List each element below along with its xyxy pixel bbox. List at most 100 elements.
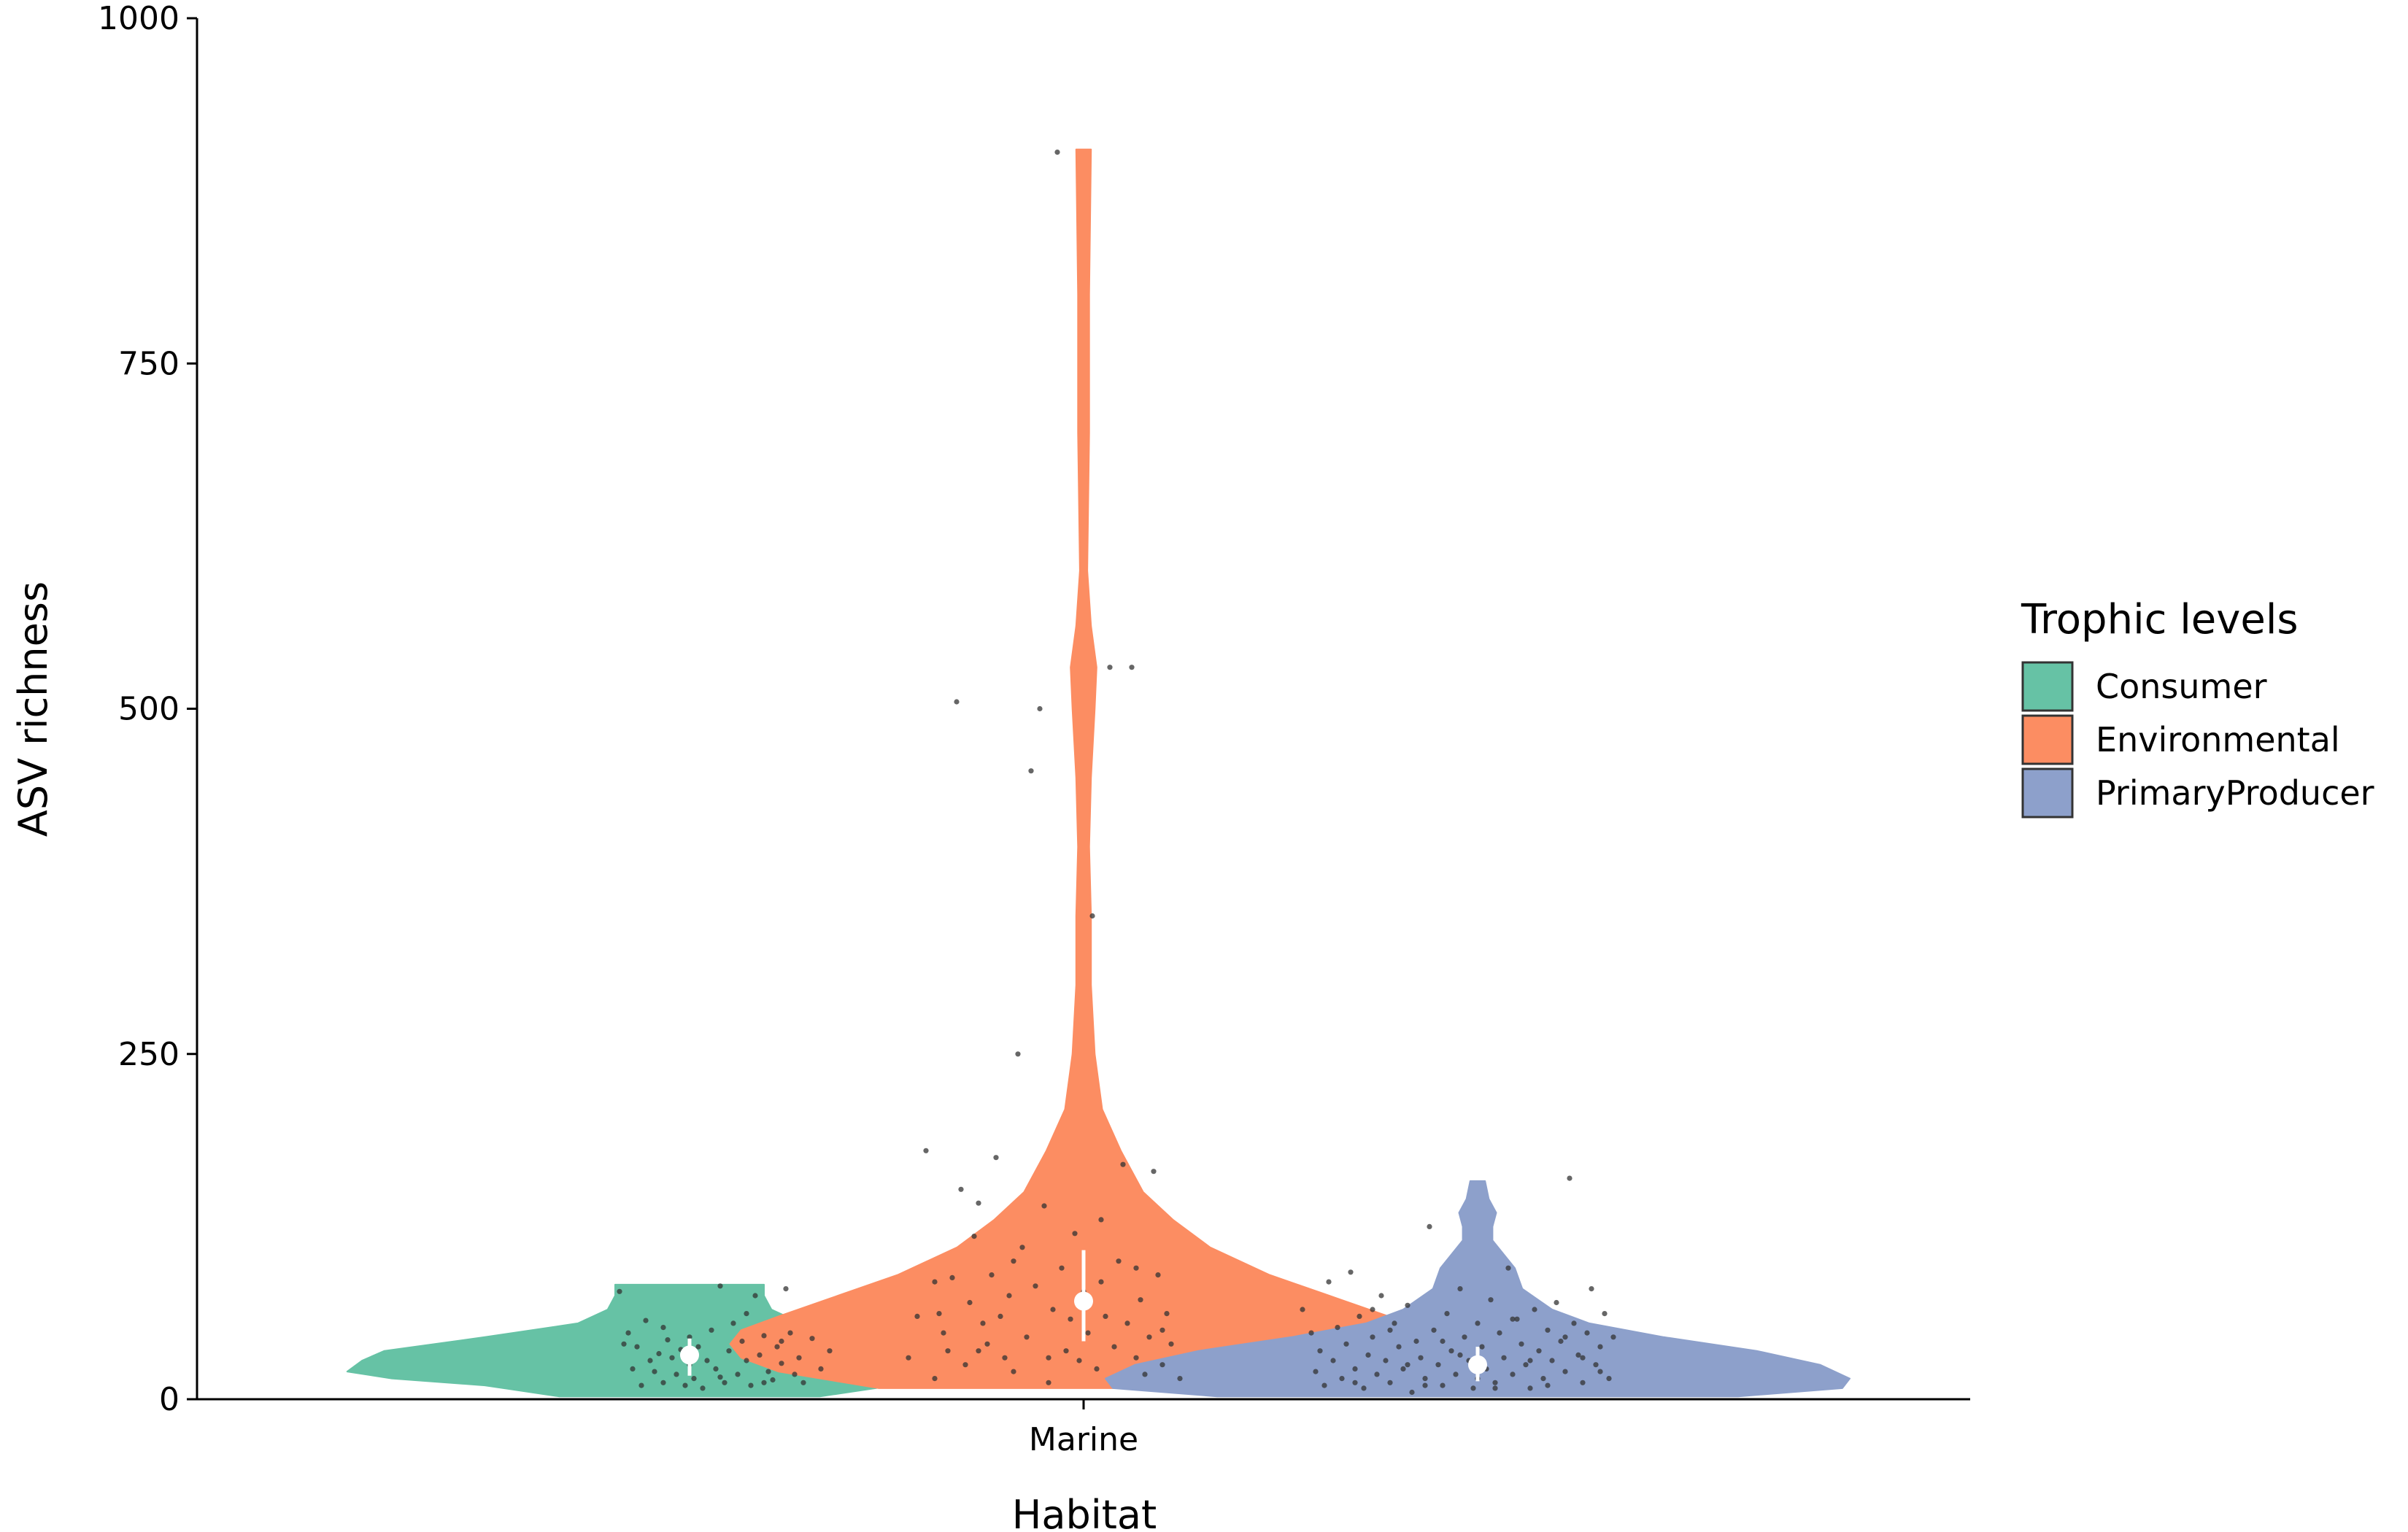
point-primaryproducer (1330, 1358, 1336, 1363)
point-primaryproducer (1378, 1293, 1384, 1299)
point-primaryproducer (1602, 1311, 1608, 1317)
point-consumer (792, 1372, 798, 1377)
y-tick-label: 0 (159, 1381, 180, 1418)
point-environmental (1063, 1348, 1069, 1354)
point-consumer (621, 1341, 627, 1347)
point-consumer (669, 1355, 675, 1361)
point-primaryproducer (1479, 1344, 1485, 1350)
point-consumer (643, 1318, 649, 1323)
point-environmental (1072, 1231, 1078, 1237)
legend-label-environmental: Environmental (2096, 720, 2340, 759)
point-primaryproducer (1422, 1376, 1428, 1382)
point-environmental (984, 1341, 990, 1347)
point-consumer (687, 1334, 692, 1340)
point-environmental (1155, 1272, 1161, 1278)
point-environmental (954, 699, 960, 705)
point-consumer (625, 1330, 631, 1336)
point-primaryproducer (1527, 1385, 1533, 1391)
legend: Trophic levels Consumer Environmental Prim… (2021, 596, 2374, 819)
point-consumer (818, 1366, 824, 1372)
point-primaryproducer (1444, 1311, 1450, 1317)
point-environmental (1107, 665, 1113, 670)
point-primaryproducer (1313, 1369, 1319, 1374)
point-consumer (730, 1320, 736, 1326)
point-primaryproducer (1518, 1341, 1524, 1347)
point-environmental (976, 1348, 981, 1354)
point-primaryproducer (1348, 1269, 1354, 1275)
jitter-points-layer (617, 150, 1616, 1396)
legend-key-consumer (2021, 661, 2074, 712)
point-consumer (735, 1372, 741, 1377)
point-consumer (800, 1380, 806, 1385)
point-environmental (976, 1200, 981, 1206)
point-primaryproducer (1383, 1358, 1389, 1363)
point-environmental (1164, 1311, 1170, 1317)
point-primaryproducer (1317, 1348, 1323, 1354)
point-environmental (1094, 1366, 1100, 1372)
point-primaryproducer (1300, 1307, 1305, 1312)
point-environmental (1142, 1372, 1148, 1377)
point-consumer (796, 1355, 802, 1361)
point-primaryproducer (1562, 1369, 1568, 1374)
point-environmental (993, 1155, 999, 1161)
point-environmental (1151, 1169, 1157, 1175)
y-tick-label: 1000 (98, 0, 180, 37)
point-primaryproducer (1409, 1389, 1415, 1396)
point-primaryproducer (1352, 1366, 1358, 1372)
point-environmental (1028, 768, 1034, 774)
point-primaryproducer (1448, 1348, 1454, 1354)
point-consumer (647, 1358, 653, 1363)
point-consumer (787, 1330, 793, 1336)
point-primaryproducer (1492, 1385, 1498, 1391)
point-consumer (660, 1325, 666, 1331)
point-environmental (1120, 1161, 1126, 1167)
point-consumer (713, 1366, 719, 1372)
point-primaryproducer (1527, 1358, 1533, 1363)
point-primaryproducer (1343, 1341, 1349, 1347)
point-primaryproducer (1606, 1376, 1612, 1382)
point-consumer (765, 1369, 771, 1374)
point-primaryproducer (1492, 1380, 1498, 1385)
point-primaryproducer (1361, 1385, 1367, 1391)
point-primaryproducer (1545, 1382, 1551, 1388)
point-consumer (695, 1344, 701, 1350)
median-point-primaryproducer (1468, 1355, 1487, 1374)
point-environmental (1129, 665, 1135, 670)
point-environmental (1076, 1358, 1082, 1363)
point-environmental (941, 1330, 946, 1336)
x-tick-label: Marine (1029, 1421, 1138, 1458)
legend-key-primaryproducer (2021, 767, 2074, 819)
point-consumer (617, 1288, 622, 1294)
point-environmental (1168, 1341, 1174, 1347)
point-consumer (717, 1283, 723, 1289)
point-primaryproducer (1562, 1334, 1568, 1340)
point-primaryproducer (1431, 1327, 1437, 1333)
point-consumer (827, 1348, 833, 1354)
point-environmental (962, 1362, 968, 1368)
point-environmental (1019, 1245, 1025, 1250)
point-primaryproducer (1558, 1338, 1564, 1345)
point-consumer (665, 1337, 671, 1343)
point-primaryproducer (1545, 1327, 1551, 1333)
point-primaryproducer (1532, 1307, 1537, 1312)
point-environmental (1116, 1258, 1122, 1264)
point-consumer (752, 1293, 758, 1299)
point-primaryproducer (1597, 1369, 1603, 1374)
point-environmental (932, 1279, 938, 1285)
point-consumer (726, 1348, 732, 1354)
point-environmental (1159, 1362, 1165, 1368)
point-primaryproducer (1580, 1380, 1586, 1385)
point-primaryproducer (1365, 1352, 1371, 1358)
point-environmental (1159, 1327, 1165, 1333)
point-environmental (1033, 1283, 1038, 1289)
point-environmental (989, 1272, 995, 1278)
point-primaryproducer (1326, 1279, 1332, 1285)
point-consumer (656, 1350, 662, 1357)
point-consumer (783, 1286, 789, 1292)
point-environmental (1011, 1369, 1016, 1374)
point-consumer (630, 1366, 636, 1372)
point-primaryproducer (1571, 1320, 1577, 1326)
point-primaryproducer (1597, 1344, 1603, 1350)
point-primaryproducer (1427, 1223, 1432, 1229)
point-primaryproducer (1505, 1265, 1511, 1271)
